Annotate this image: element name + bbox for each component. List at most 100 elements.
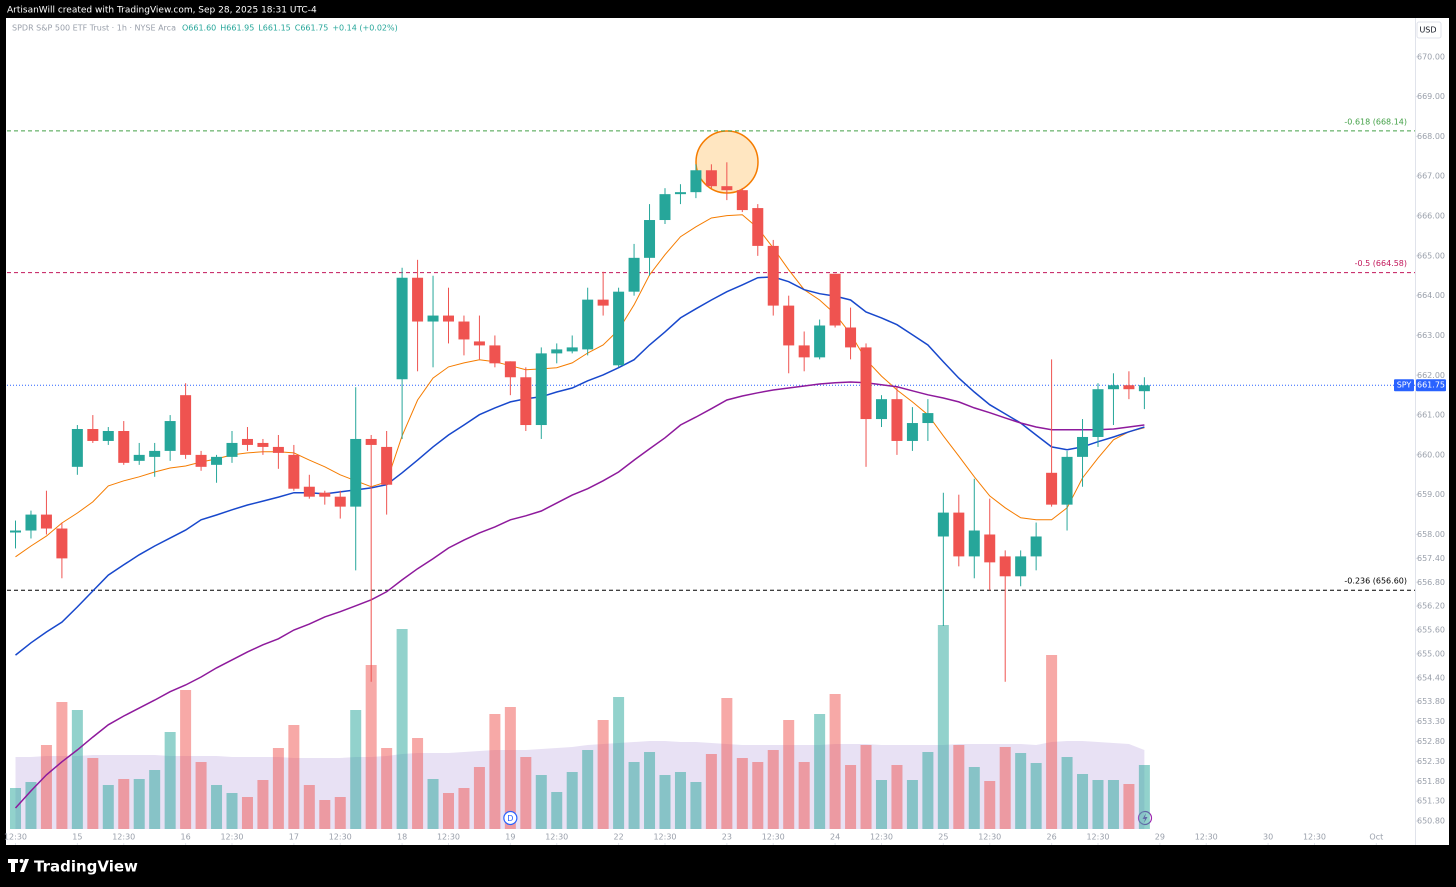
candle-body <box>164 421 176 451</box>
y-tick-label: 658.00 <box>1417 530 1445 539</box>
volume-bar <box>473 767 485 829</box>
legend: SPDR S&P 500 ETF Trust · 1h · NYSE Arca … <box>12 24 398 33</box>
y-tick-label: 655.00 <box>1417 649 1445 658</box>
x-tick-label: 12:30 <box>762 833 785 842</box>
candle-body <box>25 514 37 531</box>
candle-body <box>1015 556 1027 577</box>
candle-body <box>1107 385 1119 390</box>
candle-body <box>149 450 161 457</box>
candle-body <box>999 556 1011 577</box>
volume-bar <box>288 725 300 829</box>
volume-bar <box>1015 753 1027 829</box>
candle-body <box>628 257 640 292</box>
candle-body <box>1077 436 1089 457</box>
volume-bar <box>953 745 965 829</box>
y-tick-label: 659.00 <box>1417 490 1445 499</box>
volume-bar <box>319 800 331 829</box>
volume-bar <box>1107 780 1119 829</box>
price-tag-label: 661.75 <box>1417 381 1445 390</box>
x-tick-label: 24 <box>830 833 840 842</box>
volume-bar <box>674 772 686 829</box>
volume-bar <box>984 781 996 829</box>
candle-body <box>473 341 485 346</box>
candle-body <box>783 305 795 346</box>
ohlc-value: +0.14 (+0.02%) <box>332 24 397 33</box>
candle-body <box>10 530 22 533</box>
volume-bar <box>412 738 424 829</box>
volume-bar <box>767 750 779 829</box>
candle-body <box>582 299 594 350</box>
candle-body <box>1046 472 1058 505</box>
event-label: D <box>507 814 513 823</box>
volume-bar <box>798 762 810 829</box>
volume-bar <box>520 757 532 829</box>
volume-bar <box>535 775 547 829</box>
candle-body <box>984 534 996 563</box>
candle-body <box>211 456 223 465</box>
ohlc-value: H661.95 <box>220 24 254 33</box>
x-tick-label: Oct <box>1369 833 1383 842</box>
volume-bar <box>10 788 22 829</box>
candle-body <box>690 170 702 193</box>
candle-body <box>721 186 733 191</box>
volume-bar <box>1123 784 1135 829</box>
volume-bar <box>644 752 656 829</box>
candle-body <box>860 347 872 420</box>
symbol-title: SPDR S&P 500 ETF Trust · 1h · NYSE Arca <box>12 24 176 33</box>
x-tick-label: 12:30 <box>4 833 27 842</box>
price-tag <box>1416 379 1446 392</box>
candle-body <box>288 454 300 489</box>
x-tick-label: 22 <box>614 833 624 842</box>
y-tick-label: 660.00 <box>1417 450 1445 459</box>
candle-body <box>381 446 393 485</box>
candle-body <box>257 442 269 447</box>
volume-bar <box>40 745 52 829</box>
candle-body <box>412 277 424 322</box>
y-tick-label: 653.30 <box>1417 717 1445 726</box>
candle-body <box>968 530 980 557</box>
volume-bar <box>628 762 640 829</box>
candle-body <box>674 192 686 195</box>
x-tick-label: 19 <box>505 833 515 842</box>
y-tick-label: 651.80 <box>1417 777 1445 786</box>
candle-body <box>241 438 253 445</box>
volume-bar <box>906 780 918 829</box>
volume-bar <box>968 767 980 829</box>
candle-body <box>71 429 83 467</box>
y-tick-label: 663.00 <box>1417 331 1445 340</box>
volume-bar <box>860 745 872 829</box>
volume-bar <box>597 720 609 829</box>
volume-bar <box>442 793 454 829</box>
candle-body <box>798 345 810 358</box>
volume-bar <box>25 782 37 829</box>
volume-bar <box>690 782 702 829</box>
y-tick-label: 667.00 <box>1417 172 1445 181</box>
y-tick-label: 656.20 <box>1417 602 1445 611</box>
x-tick-label: 15 <box>72 833 82 842</box>
candle-body <box>953 512 965 557</box>
volume-bar <box>195 762 207 829</box>
fib-label: -0.5 (664.58) <box>1355 259 1407 268</box>
x-tick-label: 12:30 <box>1086 833 1109 842</box>
volume-bar <box>350 710 362 829</box>
x-tick-label: 30 <box>1263 833 1273 842</box>
candle-body <box>906 423 918 441</box>
x-tick-label: 12:30 <box>220 833 243 842</box>
candle-body <box>272 446 284 453</box>
currency-box <box>1416 21 1442 39</box>
y-tick-label: 669.00 <box>1417 92 1445 101</box>
volume-bar <box>180 690 192 829</box>
moving-average <box>14 381 1145 809</box>
candle-body <box>937 512 949 537</box>
credit: ArtisanWill created with TradingView.com… <box>7 6 317 16</box>
y-tick-label: 657.40 <box>1417 554 1445 563</box>
volume-bar <box>1046 655 1058 829</box>
y-tick-label: 655.60 <box>1417 626 1445 635</box>
y-tick-label: 662.00 <box>1417 371 1445 380</box>
y-tick-label: 661.00 <box>1417 411 1445 420</box>
volume-bar <box>272 748 284 829</box>
volume-bar <box>504 707 516 829</box>
candle-body <box>303 486 315 497</box>
volume-bar <box>752 762 764 829</box>
